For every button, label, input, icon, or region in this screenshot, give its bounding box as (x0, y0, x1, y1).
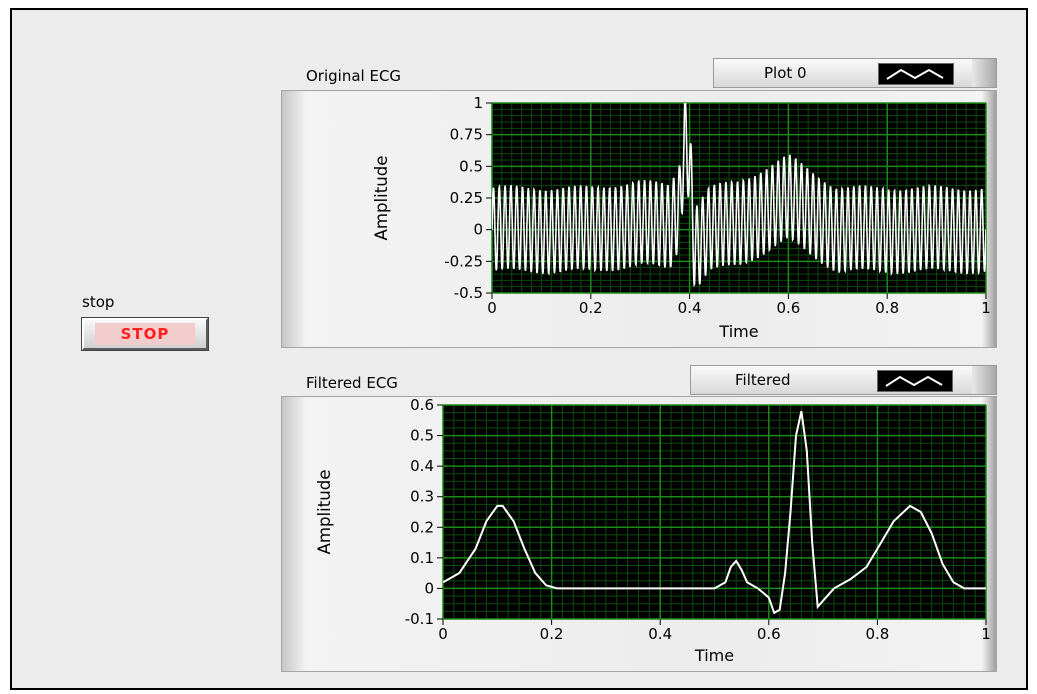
x-tick-label: 0.2 (579, 299, 603, 317)
x-axis-label: Time (694, 646, 734, 665)
legend-label-filtered: Filtered (735, 371, 791, 389)
line-style-icon (878, 63, 954, 85)
y-tick-label: 0.25 (450, 189, 483, 207)
graph-frame-original: 0 0.2 0.4 0.6 0.8 1 1 0.75 0.5 0.25 0 -0.25 -0.5 Time… (281, 90, 997, 348)
y-tick-label: 0.6 (410, 397, 434, 414)
y-tick-label: 0 (473, 221, 483, 239)
x-tick-label: 0.4 (648, 625, 672, 643)
y-tick-label: 0.2 (410, 518, 434, 536)
x-tick-label: 0 (438, 625, 448, 643)
y-tick-label: 1 (473, 94, 483, 112)
x-tick-label: 0.8 (875, 299, 899, 317)
y-axis-label: Amplitude (372, 156, 392, 241)
y-tick-label: 0.5 (410, 427, 434, 445)
series-line (443, 410, 986, 615)
x-tick-label: 0.6 (776, 299, 800, 317)
y-tick-label: 0 (424, 579, 434, 597)
stop-button-face: STOP (95, 323, 195, 345)
y-tick-label: 0.4 (410, 457, 434, 475)
legend-scroll-tab[interactable] (972, 366, 996, 394)
original-ecg-chart: 0 0.2 0.4 0.6 0.8 1 1 0.75 0.5 0.25 0 -0.25 -0.5 Time… (372, 94, 991, 341)
x-tick-label: 0.6 (757, 625, 781, 643)
stop-button[interactable]: STOP (82, 318, 208, 350)
y-tick-label: 0.5 (459, 157, 483, 175)
y-tick-label: -0.1 (405, 610, 434, 628)
filtered-ecg-chart: 0 0.2 0.4 0.6 0.8 10.60.50.40.30.20.10-0.1Tim… (315, 396, 991, 665)
y-tick-label: 0.1 (410, 549, 434, 567)
y-axis-label: Amplitude (315, 470, 335, 555)
plot-legend-original[interactable]: Plot 0 (713, 58, 997, 88)
y-tick-label: 0.75 (450, 126, 483, 144)
x-tick-label: 0.8 (865, 625, 889, 643)
x-tick-label: 1 (981, 625, 991, 643)
series-line (492, 103, 986, 288)
x-tick-label: 0.2 (540, 625, 564, 643)
stop-label: stop (82, 293, 115, 311)
stop-button-text: STOP (120, 325, 170, 343)
line-style-icon (877, 370, 953, 392)
y-tick-label: 0.3 (410, 488, 434, 506)
chart-title-filtered-ecg: Filtered ECG (306, 374, 398, 392)
x-tick-label: 0.4 (678, 299, 702, 317)
x-tick-label: 0 (487, 299, 497, 317)
y-tick-label: -0.5 (454, 284, 483, 302)
legend-scroll-tab[interactable] (972, 59, 996, 87)
x-tick-label: 1 (981, 299, 991, 317)
plot-legend-filtered[interactable]: Filtered (690, 365, 997, 395)
graph-frame-filtered: 0 0.2 0.4 0.6 0.8 1 0.6 0.5 0.4 0.3 0.2 0.1 0 -0.1 Tim… (281, 396, 997, 672)
legend-label-plot0: Plot 0 (764, 64, 807, 82)
y-tick-label: -0.25 (444, 252, 483, 270)
x-axis-label: Time (718, 322, 758, 341)
chart-title-original-ecg: Original ECG (306, 67, 402, 85)
